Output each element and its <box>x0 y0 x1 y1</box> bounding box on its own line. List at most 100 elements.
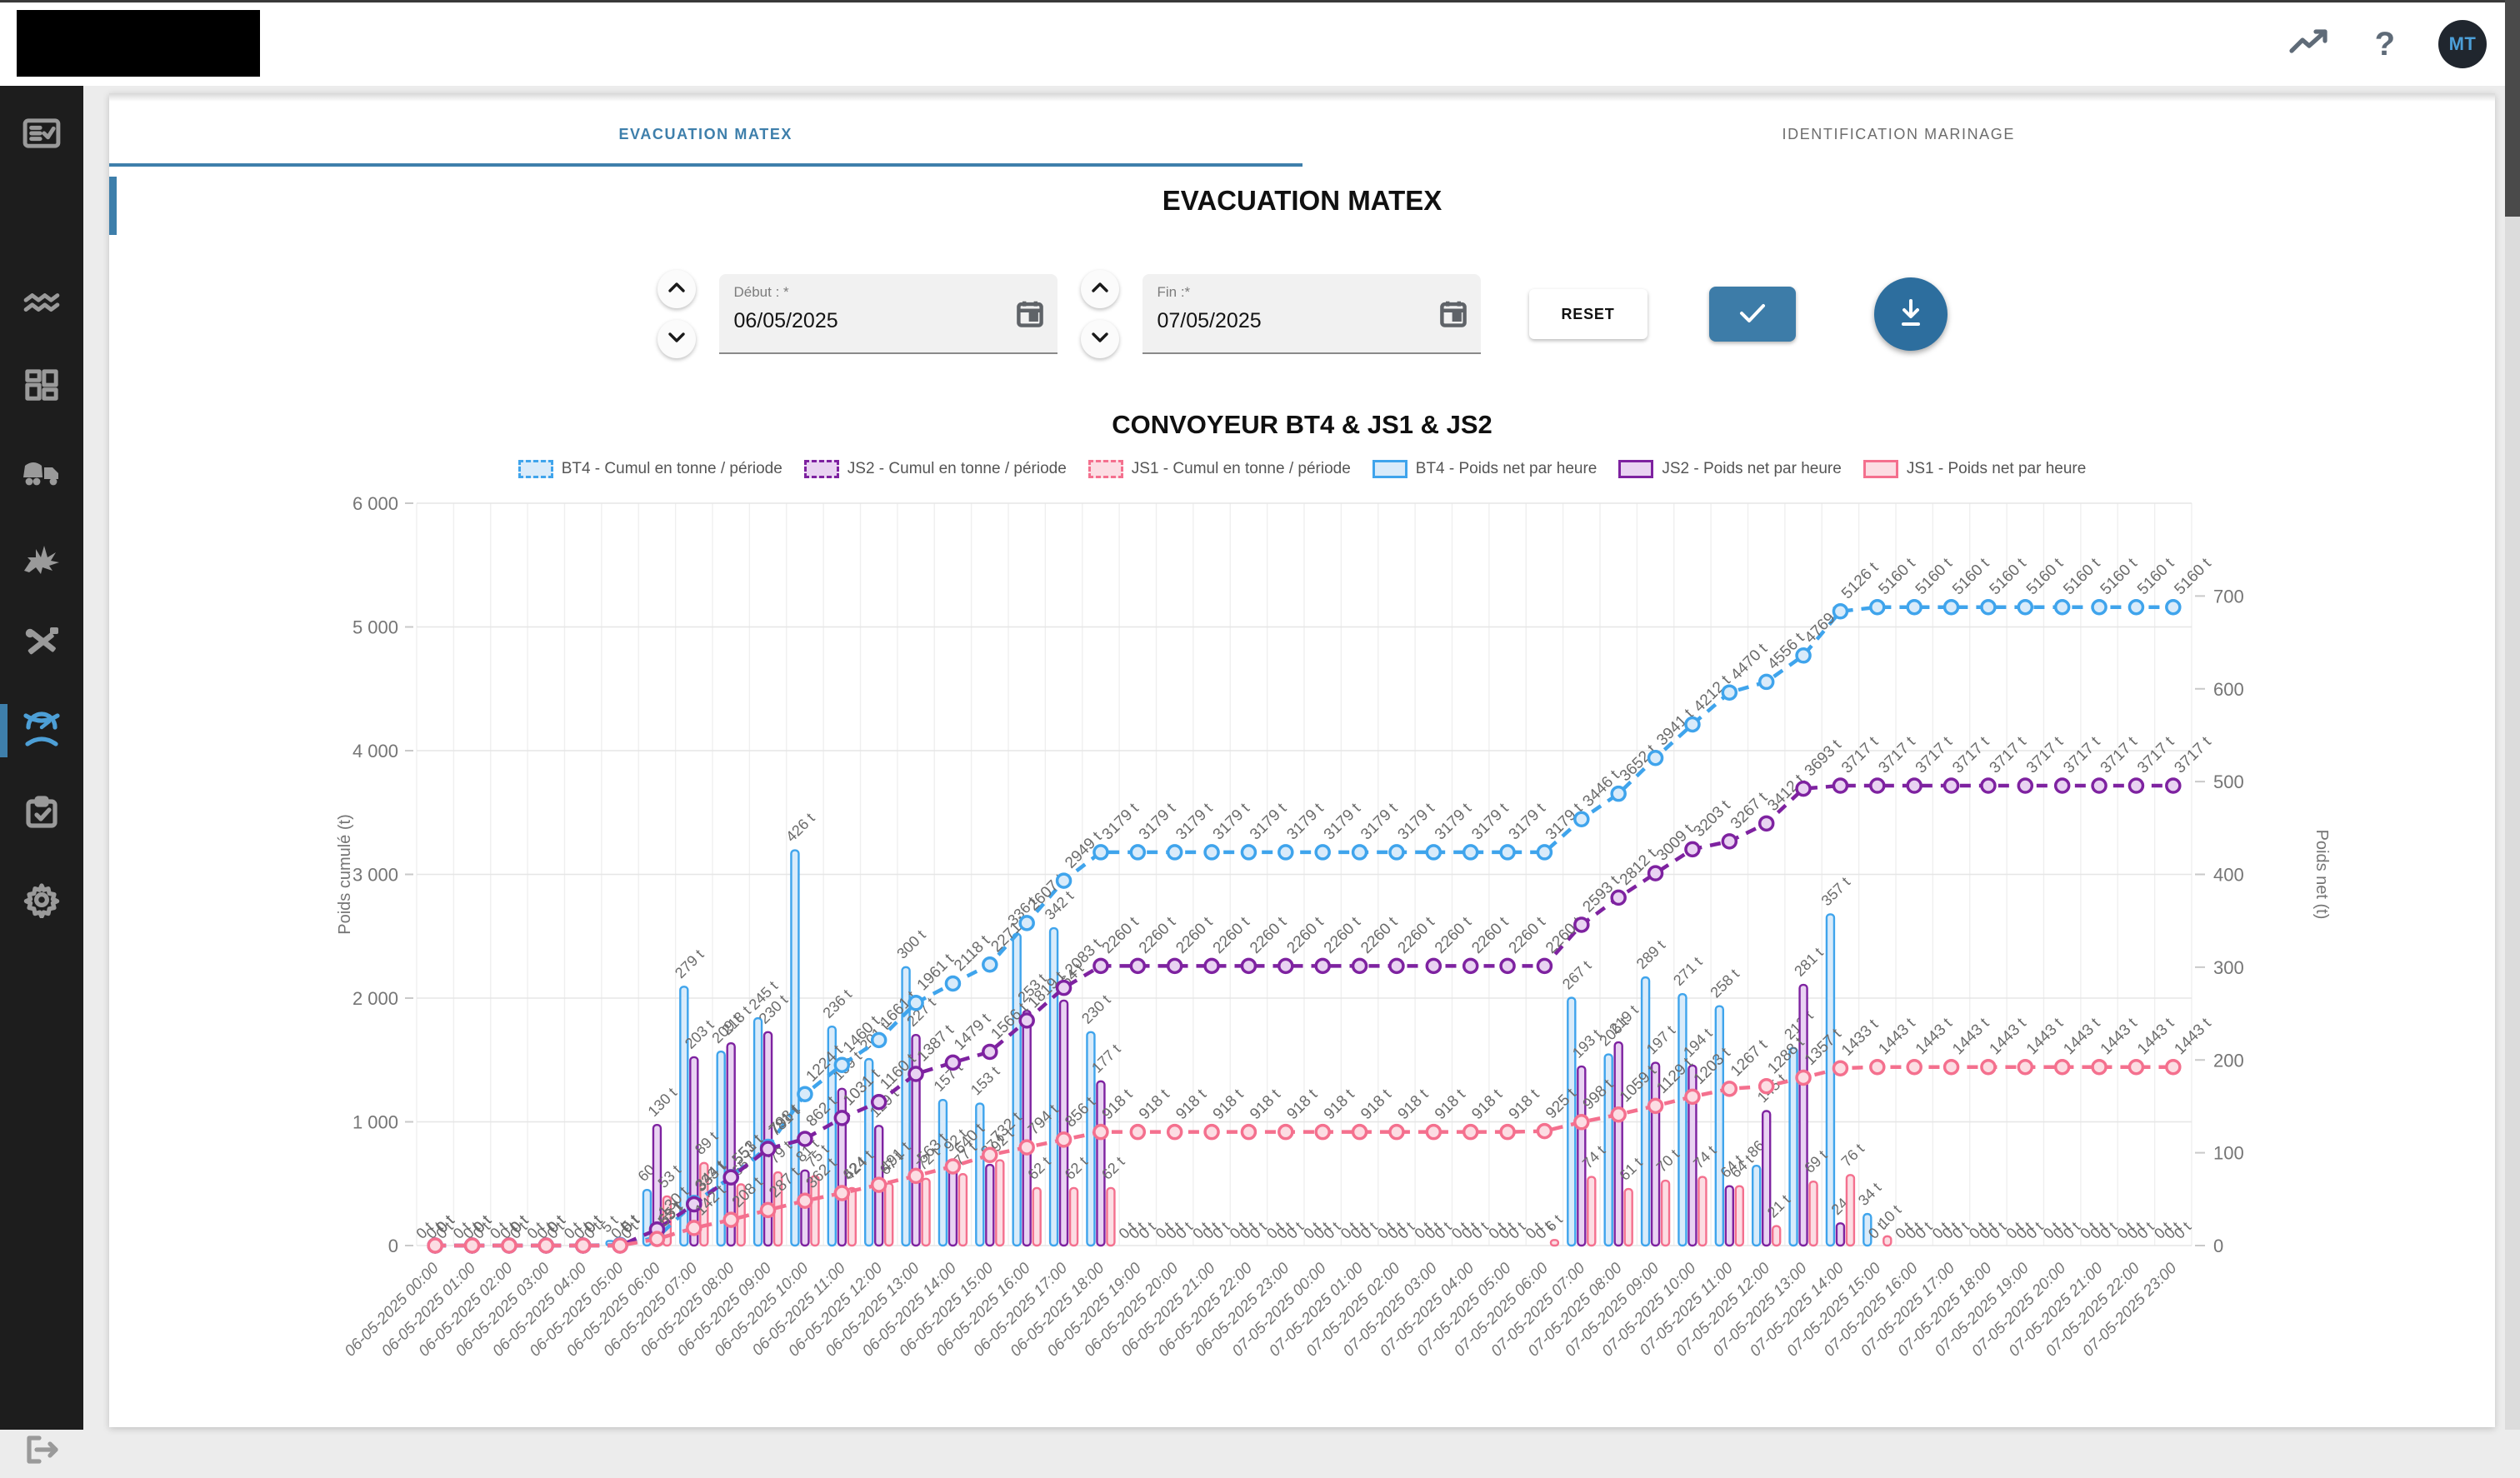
svg-text:3179 t: 3179 t <box>1321 800 1365 844</box>
avatar[interactable]: MT <box>2438 20 2487 68</box>
chevron-down-icon <box>1091 332 1109 347</box>
svg-text:3179 t: 3179 t <box>1506 800 1550 844</box>
dashboard-icon <box>24 368 59 407</box>
svg-text:1443 t: 1443 t <box>1875 1015 1919 1059</box>
svg-text:3717 t: 3717 t <box>2060 733 2104 777</box>
calendar-icon[interactable] <box>1439 299 1468 333</box>
svg-text:700: 700 <box>2213 586 2244 607</box>
reset-button[interactable]: RESET <box>1528 289 1648 339</box>
legend-item[interactable]: BT4 - Poids net par heure <box>1372 460 1597 478</box>
apply-button[interactable] <box>1708 287 1796 342</box>
svg-text:918 t: 918 t <box>1468 1086 1506 1123</box>
svg-text:3179 t: 3179 t <box>1136 800 1180 844</box>
svg-text:3717 t: 3717 t <box>1949 733 1993 777</box>
svg-text:236 t: 236 t <box>819 986 854 1021</box>
tab-identification-marinage[interactable]: IDENTIFICATION MARINAGE <box>1782 125 2015 142</box>
legend-item[interactable]: BT4 - Cumul en tonne / période <box>518 460 782 478</box>
tab-evacuation-matex[interactable]: EVACUATION MATEX <box>109 102 1302 167</box>
blast-icon <box>21 542 62 580</box>
legend-label: JS2 - Cumul en tonne / période <box>847 460 1067 477</box>
svg-text:3717 t: 3717 t <box>2171 733 2215 777</box>
chart-title: CONVOYEUR BT4 & JS1 & JS2 <box>1112 410 1492 439</box>
svg-text:3179 t: 3179 t <box>1099 800 1143 844</box>
legend-label: BT4 - Cumul en tonne / période <box>561 460 782 477</box>
chart-area: 0 1 000 2 000 3 000 4 000 5 000 6 000 0 100 200 30… <box>317 462 2400 1429</box>
svg-text:3693 t: 3693 t <box>1802 736 1846 780</box>
svg-text:3 000: 3 000 <box>352 865 398 886</box>
legend-swatch <box>1372 460 1408 478</box>
sidebar-item-form[interactable] <box>0 108 83 162</box>
svg-text:3717 t: 3717 t <box>2134 733 2178 777</box>
end-date-decrement-button[interactable] <box>1080 320 1119 358</box>
sidebar-item-weighing[interactable] <box>0 704 83 757</box>
svg-text:500: 500 <box>2213 771 2244 792</box>
svg-text:267 t: 267 t <box>1559 957 1594 992</box>
end-date-stepper <box>1080 270 1119 358</box>
start-date-stepper <box>657 270 696 358</box>
svg-text:918 t: 918 t <box>1395 1086 1432 1123</box>
svg-text:2260 t: 2260 t <box>1395 913 1439 957</box>
form-checklist-icon <box>22 117 61 152</box>
svg-text:918 t: 918 t <box>1283 1086 1321 1123</box>
legend-item[interactable]: JS2 - Poids net par heure <box>1618 460 1842 478</box>
legend-item[interactable]: JS1 - Poids net par heure <box>1862 460 2086 478</box>
help-icon[interactable]: ? <box>2374 25 2395 62</box>
svg-text:2260 t: 2260 t <box>1283 913 1328 957</box>
end-date-field[interactable]: Fin :* 07/05/2025 <box>1142 274 1481 354</box>
clipboard-check-icon <box>23 795 60 835</box>
legend-swatch <box>803 460 839 478</box>
sidebar-item-clipboard[interactable] <box>0 788 83 841</box>
chevron-up-icon <box>668 282 686 297</box>
svg-text:1443 t: 1443 t <box>2023 1015 2068 1059</box>
sidebar-item-trends[interactable] <box>0 278 83 332</box>
svg-text:300 t: 300 t <box>893 926 928 961</box>
download-button[interactable] <box>1873 277 1948 351</box>
sidebar-item-blast[interactable] <box>0 534 83 587</box>
start-date-decrement-button[interactable] <box>657 320 696 358</box>
start-date-increment-button[interactable] <box>657 270 696 308</box>
end-date-increment-button[interactable] <box>1080 270 1119 308</box>
svg-text:1 000: 1 000 <box>352 1112 398 1133</box>
waves-icon <box>22 289 61 322</box>
chevron-up-icon <box>1091 282 1109 297</box>
svg-text:3179 t: 3179 t <box>1432 800 1476 844</box>
active-indicator <box>0 704 8 757</box>
sidebar-item-mixer-truck[interactable] <box>0 447 83 501</box>
conveyor-chart: 0 1 000 2 000 3 000 4 000 5 000 6 000 0 100 200 30… <box>336 493 2331 1361</box>
legend-label: JS2 - Poids net par heure <box>1662 460 1842 477</box>
svg-text:1443 t: 1443 t <box>2171 1015 2215 1059</box>
vertical-scrollbar[interactable] <box>2505 0 2520 1430</box>
legend-swatch <box>1618 460 1654 478</box>
start-date-field[interactable]: Début : * 06/05/2025 <box>718 274 1058 354</box>
svg-text:1443 t: 1443 t <box>2134 1015 2178 1059</box>
scrollbar-thumb[interactable] <box>2505 0 2520 217</box>
svg-text:Poids net (t): Poids net (t) <box>2312 830 2331 920</box>
calendar-icon[interactable] <box>1016 299 1044 333</box>
svg-text:918 t: 918 t <box>1247 1086 1284 1123</box>
sidebar-item-tools[interactable] <box>0 617 83 671</box>
svg-text:1267 t: 1267 t <box>1728 1036 1772 1081</box>
sidebar <box>0 83 83 1464</box>
tools-icon <box>22 625 61 664</box>
svg-text:3717 t: 3717 t <box>2098 733 2142 777</box>
sidebar-item-logout[interactable] <box>0 1425 83 1478</box>
legend-item[interactable]: JS1 - Cumul en tonne / période <box>1088 460 1351 478</box>
heading-accent-bar <box>109 177 117 235</box>
trending-icon[interactable] <box>2288 26 2332 63</box>
svg-text:1443 t: 1443 t <box>1912 1015 1957 1059</box>
svg-text:2260 t: 2260 t <box>1321 913 1365 957</box>
card-top-shadow <box>109 93 2495 102</box>
chart-legend: BT4 - Cumul en tonne / période JS2 - Cumu… <box>109 460 2495 478</box>
svg-text:2260 t: 2260 t <box>1468 913 1512 957</box>
legend-swatch <box>518 460 553 478</box>
page-title: EVACUATION MATEX <box>1162 185 1442 216</box>
svg-text:5160 t: 5160 t <box>2098 555 2142 599</box>
sidebar-item-settings[interactable] <box>0 875 83 928</box>
svg-text:2260 t: 2260 t <box>1136 913 1180 957</box>
svg-text:230 t: 230 t <box>1078 991 1113 1026</box>
legend-item[interactable]: JS2 - Cumul en tonne / période <box>803 460 1067 478</box>
svg-text:918 t: 918 t <box>1172 1086 1210 1123</box>
svg-text:6 000: 6 000 <box>352 493 398 514</box>
sidebar-item-dashboard[interactable] <box>0 361 83 414</box>
svg-text:258 t: 258 t <box>1707 966 1742 1001</box>
